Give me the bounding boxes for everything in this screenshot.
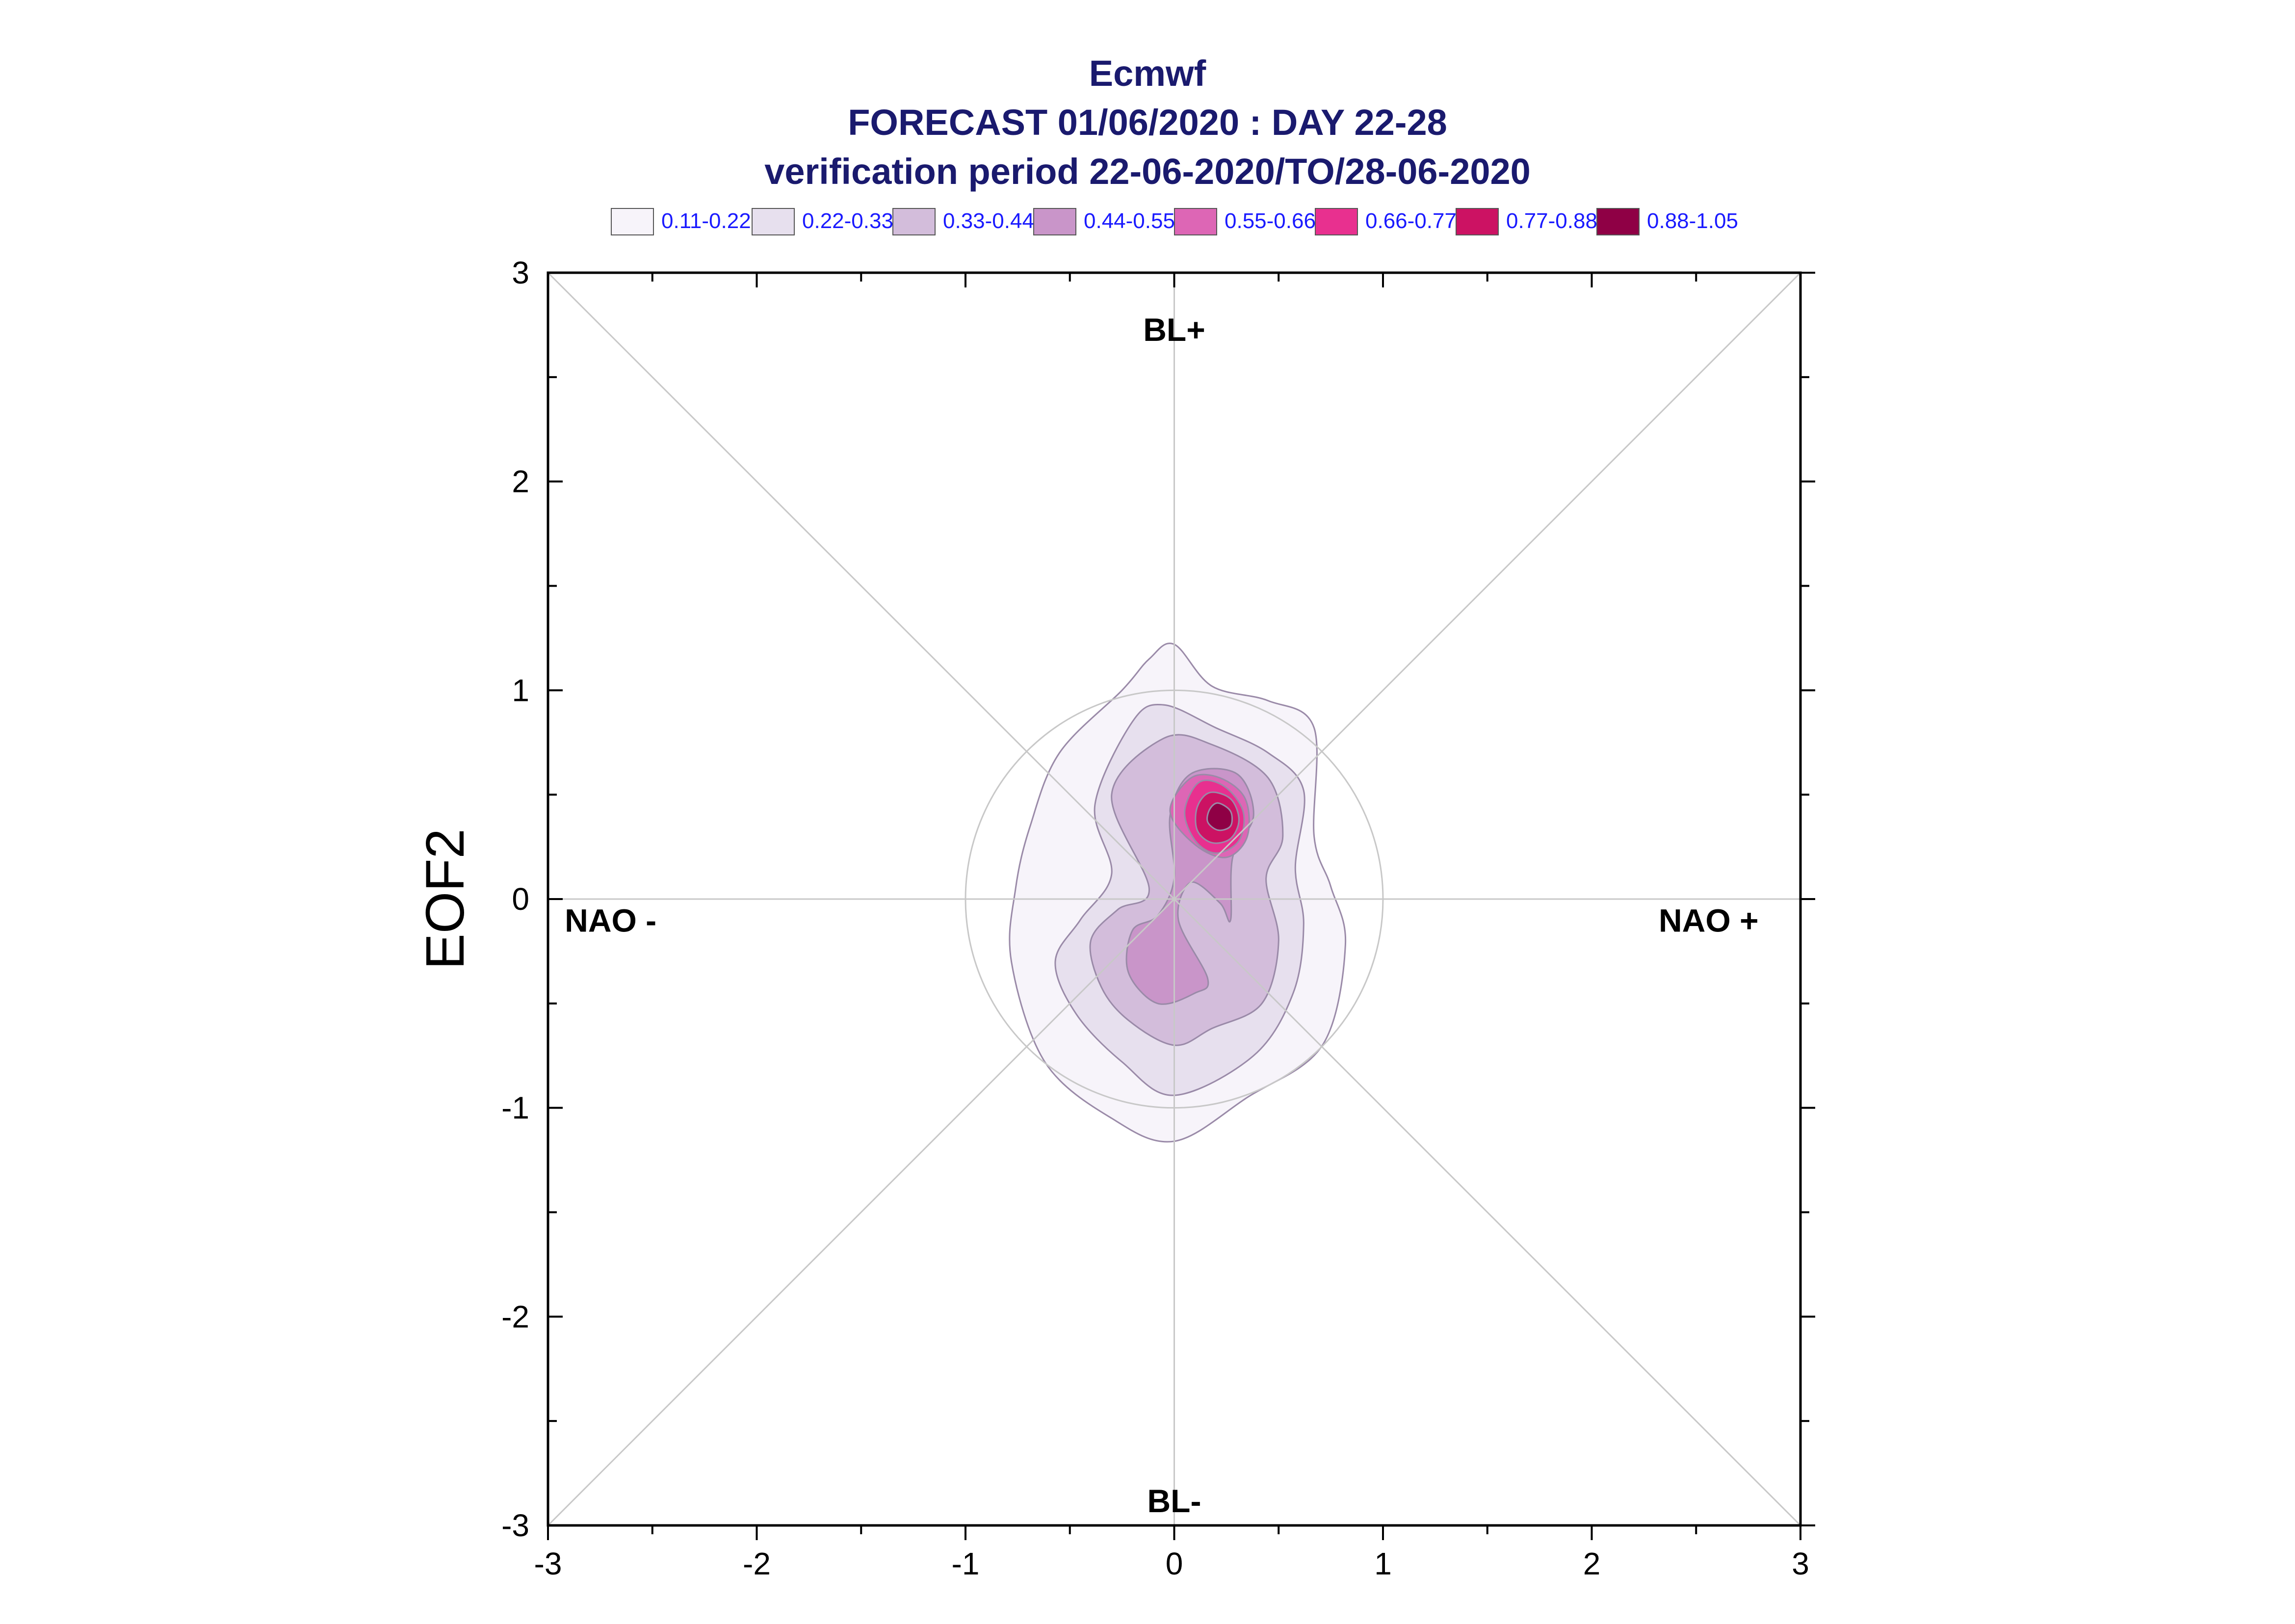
legend-label: 0.22-0.33 (802, 209, 893, 233)
reference-circle (965, 689, 1384, 1109)
legend-swatch (892, 208, 936, 235)
legend-label: 0.55-0.66 (1225, 209, 1316, 233)
legend-label: 0.33-0.44 (943, 209, 1034, 233)
regime-label: BL+ (1143, 311, 1205, 348)
legend-label: 0.88-1.05 (1647, 209, 1738, 233)
legend-label: 0.44-0.55 (1084, 209, 1175, 233)
y-tick-label: 2 (512, 464, 529, 499)
x-tick-label: 3 (1792, 1546, 1809, 1581)
x-tick-label: -2 (743, 1546, 771, 1581)
legend-swatch (1596, 208, 1640, 235)
density-contour (1206, 802, 1233, 831)
legend-swatch (1033, 208, 1076, 235)
legend-label: 0.11-0.22 (661, 209, 751, 233)
y-tick-label: -2 (501, 1299, 529, 1334)
legend-swatch (1315, 208, 1358, 235)
legend-label: 0.66-0.77 (1365, 209, 1457, 233)
y-axis-title: EOF2 (415, 828, 475, 969)
regime-label: BL- (1148, 1483, 1201, 1519)
y-tick-label: 3 (512, 255, 529, 290)
x-tick-label: 0 (1166, 1546, 1183, 1581)
x-tick-label: 1 (1374, 1546, 1392, 1581)
x-tick-label: -1 (952, 1546, 980, 1581)
chart-titles: Ecmwf FORECAST 01/06/2020 : DAY 22-28 ve… (0, 49, 2295, 196)
legend-label: 0.77-0.88 (1506, 209, 1597, 233)
regime-label: NAO + (1659, 902, 1759, 939)
legend-swatch (1174, 208, 1217, 235)
x-tick-label: -3 (534, 1546, 562, 1581)
y-tick-label: 1 (512, 672, 529, 708)
y-tick-label: -1 (501, 1090, 529, 1126)
y-tick-label: 0 (512, 881, 529, 917)
regime-label: NAO - (565, 902, 656, 939)
y-tick-label: -3 (501, 1508, 529, 1543)
chart-title: Ecmwf (1089, 53, 1206, 94)
chart-subtitle-forecast: FORECAST 01/06/2020 : DAY 22-28 (848, 102, 1447, 143)
legend-swatch (611, 208, 654, 235)
legend-swatch (752, 208, 795, 235)
legend-swatch (1456, 208, 1499, 235)
x-tick-label: 2 (1583, 1546, 1601, 1581)
chart-subtitle-period: verification period 22-06-2020/TO/28-06-… (764, 151, 1531, 192)
